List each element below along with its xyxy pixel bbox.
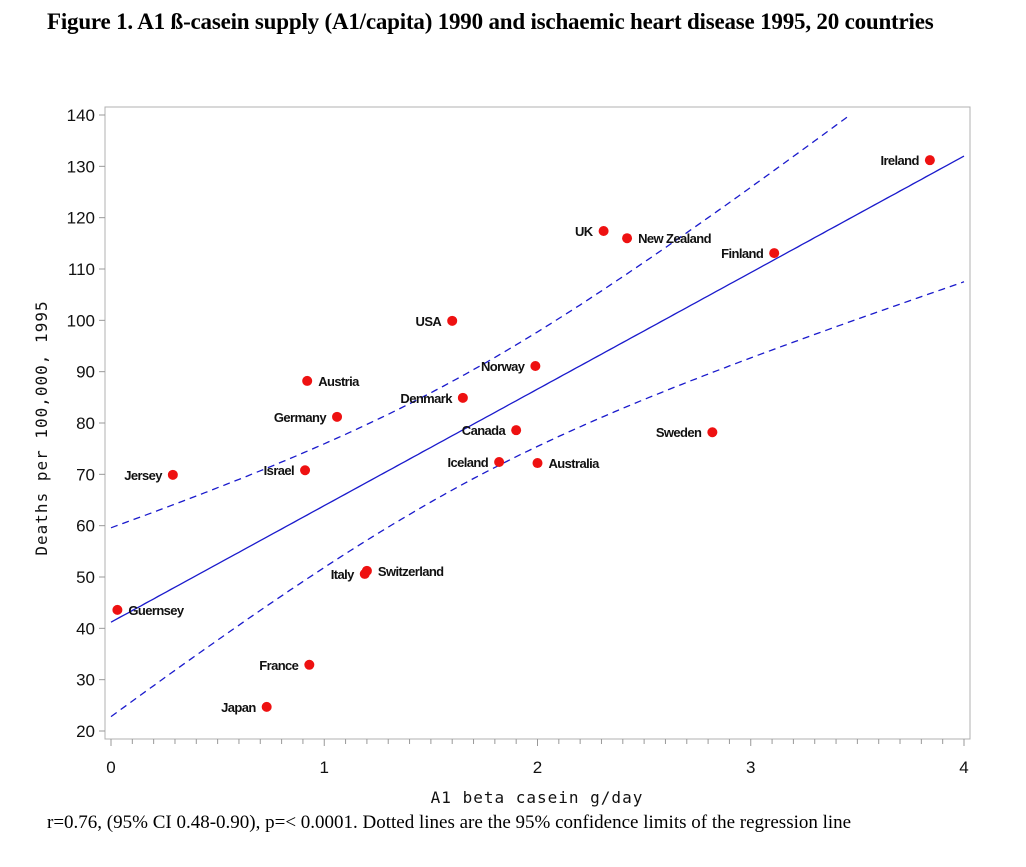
point-marker <box>530 361 541 372</box>
data-point-france: France <box>259 658 315 673</box>
point-label: Finland <box>721 246 764 261</box>
point-label: USA <box>416 314 443 329</box>
point-marker <box>261 701 272 712</box>
y-tick-label: 60 <box>76 517 95 536</box>
point-marker <box>511 425 522 436</box>
point-marker <box>457 392 468 403</box>
x-axis: 0 1 2 3 4 <box>106 739 969 777</box>
data-point-canada: Canada <box>462 423 522 438</box>
point-marker <box>359 568 370 579</box>
point-marker <box>447 315 458 326</box>
x-tick-label: 2 <box>533 758 542 777</box>
point-label: Iceland <box>448 455 489 470</box>
data-point-usa: USA <box>416 314 458 329</box>
data-point-switzerland: Switzerland <box>361 564 445 579</box>
y-tick-label: 130 <box>67 157 95 176</box>
y-axis: 20 30 40 50 60 70 80 90 100 110 120 130 140 <box>67 106 105 741</box>
point-label: Sweden <box>656 425 702 440</box>
y-tick-label: 80 <box>76 414 95 433</box>
point-label: Australia <box>549 456 601 471</box>
point-marker <box>302 375 313 386</box>
y-tick-label: 70 <box>76 465 95 484</box>
data-point-norway: Norway <box>481 359 541 374</box>
data-point-uk: UK <box>575 224 609 239</box>
figure-title: Figure 1. A1 ß-casein supply (A1/capita)… <box>47 9 934 34</box>
point-label: Canada <box>462 423 507 438</box>
x-axis-title: A1 beta casein g/day <box>431 788 644 807</box>
figure-footnote: r=0.76, (95% CI 0.48-0.90), p=< 0.0001. … <box>47 812 852 833</box>
data-point-denmark: Denmark <box>400 391 468 406</box>
point-label: France <box>259 658 298 673</box>
data-point-finland: Finland <box>721 246 780 261</box>
point-marker <box>769 248 780 259</box>
y-tick-label: 40 <box>76 619 95 638</box>
data-points: Ireland UK New Zealand Finland USA Norway Aust… <box>112 153 935 715</box>
plot-frame <box>104 106 971 740</box>
point-marker <box>924 155 935 166</box>
point-label: Ireland <box>880 153 919 168</box>
x-tick-label: 0 <box>106 758 115 777</box>
point-label: Germany <box>274 410 328 425</box>
y-tick-label: 110 <box>68 260 95 279</box>
data-point-iceland: Iceland <box>448 455 505 470</box>
point-label: New Zealand <box>638 231 712 246</box>
y-axis-title: Deaths per 100,000, 1995 <box>32 300 51 555</box>
point-label: Norway <box>481 359 526 374</box>
regression-lines <box>110 115 965 718</box>
data-point-australia: Australia <box>532 456 601 471</box>
point-marker <box>167 469 178 480</box>
point-marker <box>304 659 315 670</box>
data-point-italy: Italy <box>331 567 370 582</box>
y-tick-label: 120 <box>67 209 95 228</box>
point-label: Denmark <box>400 391 453 406</box>
point-label: UK <box>575 224 594 239</box>
lower-confidence-limit <box>110 281 965 718</box>
point-marker <box>494 457 505 468</box>
data-point-jersey: Jersey <box>124 468 178 483</box>
point-marker <box>598 226 609 237</box>
data-point-israel: Israel <box>264 463 311 478</box>
data-point-germany: Germany <box>274 410 343 425</box>
data-point-guernsey: Guernsey <box>112 603 186 618</box>
x-tick-label: 3 <box>746 758 755 777</box>
y-tick-label: 20 <box>76 722 95 741</box>
point-label: Italy <box>331 567 355 582</box>
y-tick-label: 140 <box>67 106 95 125</box>
point-marker <box>532 458 543 469</box>
upper-confidence-limit <box>110 115 850 529</box>
y-tick-label: 50 <box>76 568 95 587</box>
point-marker <box>112 604 123 615</box>
data-point-sweden: Sweden <box>656 425 718 440</box>
y-tick-label: 90 <box>76 363 95 382</box>
y-tick-label: 30 <box>76 671 95 690</box>
point-label: Israel <box>264 463 294 478</box>
point-marker <box>332 411 343 422</box>
data-point-japan: Japan <box>221 700 272 715</box>
point-label: Japan <box>221 700 256 715</box>
point-label: Switzerland <box>378 564 444 579</box>
point-label: Guernsey <box>128 603 185 618</box>
regression-line <box>110 155 965 623</box>
point-label: Jersey <box>124 468 163 483</box>
x-tick-label: 1 <box>320 758 329 777</box>
data-point-ireland: Ireland <box>880 153 935 168</box>
y-tick-label: 100 <box>67 311 95 330</box>
point-label: Austria <box>318 374 360 389</box>
point-marker <box>707 427 718 438</box>
point-marker <box>622 233 633 244</box>
plot-border <box>104 106 971 740</box>
x-tick-label: 4 <box>959 758 968 777</box>
point-marker <box>300 465 311 476</box>
data-point-austria: Austria <box>302 374 361 389</box>
data-point-new-zealand: New Zealand <box>622 231 712 246</box>
